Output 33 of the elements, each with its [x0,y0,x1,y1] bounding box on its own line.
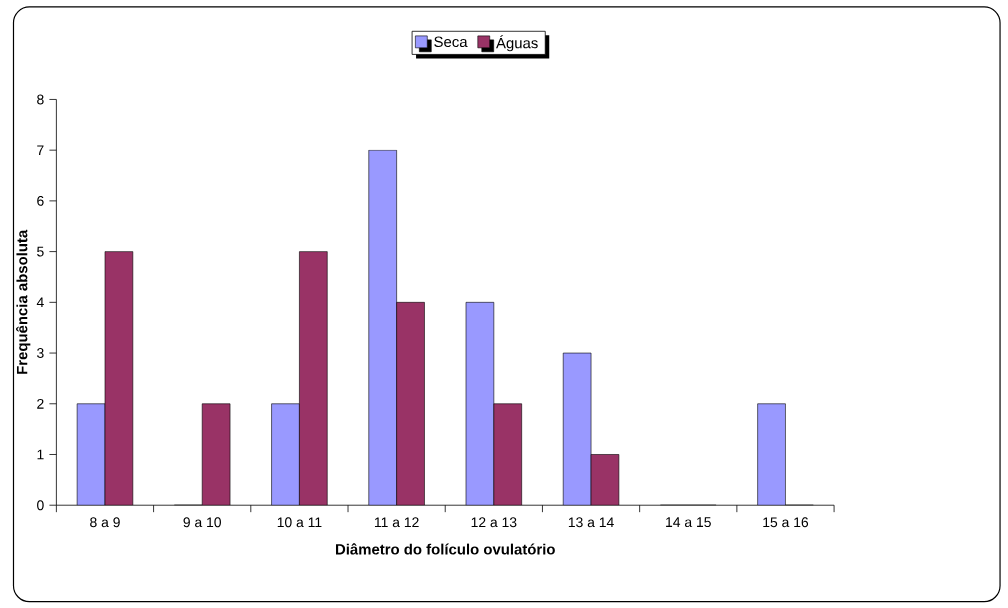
y-tick-label: 1 [37,449,44,460]
x-tick-label: 12 a 13 [471,517,517,528]
y-tick-label: 2 [37,399,44,409]
bar [757,403,786,506]
legend-label: Águas [496,35,538,52]
bar [590,454,620,506]
x-tick-label: 8 a 9 [90,517,120,528]
x-tick-label: 14 a 15 [666,517,711,528]
bar [562,352,592,506]
bar [76,403,106,506]
legend-label: Seca [434,36,468,48]
x-tick-label: 15 a 16 [763,517,809,528]
y-tick-label: 7 [37,145,44,156]
x-axis-title: Diâmetro do folículo ovulatório [336,543,555,555]
bar [299,251,328,506]
bar [368,150,397,506]
bar [396,302,425,506]
y-tick-label: 8 [37,94,44,105]
y-tick-label: 6 [37,196,44,206]
x-tick-label: 13 a 14 [568,517,614,528]
y-axis-title: Frequência absoluta [16,229,31,375]
y-tick-label: 3 [37,348,44,359]
bar [104,251,134,506]
x-tick-label: 10 a 11 [277,517,322,528]
bar [493,403,522,506]
bar [271,403,300,506]
x-tick-label: 9 a 10 [183,517,221,528]
bar [465,302,495,506]
bar [201,403,231,506]
y-tick-label: 0 [37,500,44,511]
y-tick-label: 4 [36,297,44,308]
y-tick-label: 5 [37,246,44,257]
x-tick-label: 11 a 12 [374,517,419,528]
